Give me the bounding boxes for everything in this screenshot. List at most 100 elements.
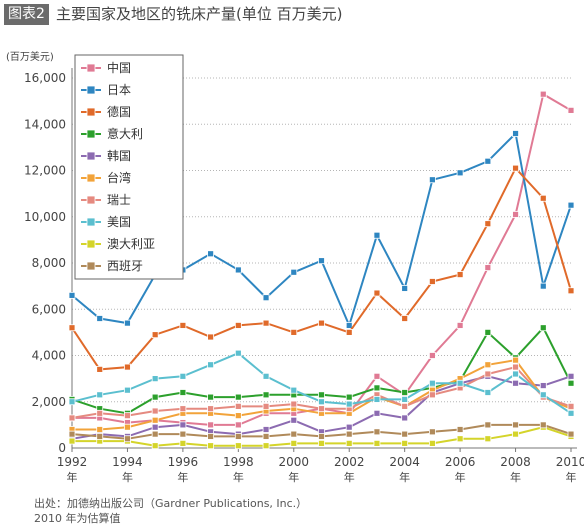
y-tick-label: 2,000	[32, 395, 66, 409]
data-point	[234, 322, 242, 329]
data-point	[262, 391, 270, 399]
x-tick-suffix: 年	[399, 470, 410, 484]
data-point	[151, 416, 159, 424]
data-point	[567, 201, 575, 209]
data-point	[318, 391, 325, 399]
data-point	[512, 356, 519, 364]
data-point	[179, 439, 187, 447]
data-point	[262, 294, 270, 302]
data-point	[401, 402, 409, 410]
data-point	[96, 426, 104, 433]
data-point	[484, 361, 492, 369]
legend-label: 意大利	[107, 126, 143, 141]
data-point	[428, 391, 436, 399]
data-point	[234, 349, 242, 357]
legend-label: 瑞士	[107, 193, 131, 207]
data-point	[567, 372, 575, 380]
legend-swatch-marker	[86, 129, 96, 139]
data-point	[484, 157, 492, 165]
data-point	[428, 379, 436, 387]
data-point	[345, 439, 353, 447]
data-point	[151, 375, 159, 383]
data-point	[96, 409, 104, 417]
data-point	[262, 402, 270, 410]
x-tick-suffix: 年	[177, 470, 188, 484]
data-point	[179, 322, 187, 329]
data-point	[567, 409, 575, 417]
data-point	[539, 324, 547, 332]
data-point	[401, 396, 409, 403]
data-point	[151, 331, 159, 339]
legend-label: 韩国	[107, 148, 131, 163]
data-point	[96, 391, 104, 399]
data-point	[151, 393, 159, 401]
data-point	[262, 319, 270, 327]
data-point	[484, 435, 492, 443]
data-point	[456, 379, 464, 387]
data-point	[567, 287, 575, 295]
data-point	[68, 414, 76, 422]
data-point	[401, 430, 409, 438]
y-tick-label: 8,000	[32, 256, 66, 270]
data-point	[345, 322, 353, 329]
data-point	[234, 421, 242, 429]
x-tick-label: 1992	[57, 455, 88, 469]
data-point	[512, 211, 519, 218]
data-point	[539, 90, 547, 98]
data-point	[124, 363, 131, 371]
data-point	[207, 250, 215, 258]
legend-label: 日本	[107, 83, 131, 97]
legend-swatch-marker	[86, 239, 96, 249]
data-point	[539, 391, 547, 399]
x-tick-suffix: 年	[510, 470, 521, 484]
data-point	[567, 430, 575, 438]
y-tick-label: 16,000	[24, 71, 66, 85]
data-point	[96, 365, 104, 373]
data-point	[373, 428, 381, 436]
data-point	[373, 384, 381, 392]
data-point	[96, 433, 104, 440]
data-point	[512, 379, 519, 387]
data-point	[345, 393, 353, 401]
data-point	[68, 437, 76, 445]
data-point	[151, 423, 159, 431]
x-tick-suffix: 年	[122, 470, 133, 484]
data-point	[318, 319, 325, 327]
data-point	[539, 421, 547, 429]
legend-label: 澳大利亚	[107, 237, 155, 251]
chart-header: 图表2 主要国家及地区的铣床产量(单位 百万美元)	[0, 0, 584, 32]
data-point	[539, 194, 547, 202]
data-point	[234, 412, 242, 420]
data-point	[262, 442, 270, 450]
legend-label: 德国	[107, 104, 131, 119]
data-point	[207, 333, 215, 341]
data-point	[539, 282, 547, 290]
data-point	[290, 386, 298, 394]
data-point	[373, 396, 381, 403]
data-point	[373, 231, 381, 239]
data-point	[318, 439, 325, 447]
data-point	[234, 402, 242, 410]
x-tick-label: 1998	[223, 455, 254, 469]
data-point	[207, 405, 215, 413]
data-point	[484, 264, 492, 272]
data-point	[484, 389, 492, 396]
source-note: 出处：加德纳出版公司（Gardner Publications, Inc.）	[34, 497, 308, 510]
x-tick-label: 2000	[279, 455, 310, 469]
y-tick-label: 6,000	[32, 302, 66, 316]
data-point	[373, 372, 381, 380]
data-point	[318, 257, 325, 265]
data-point	[179, 372, 187, 380]
data-point	[428, 176, 436, 184]
legend-label: 中国	[107, 60, 131, 75]
x-tick-suffix: 年	[233, 470, 244, 484]
data-point	[567, 106, 575, 114]
legend-label: 美国	[107, 215, 131, 229]
data-point	[428, 439, 436, 447]
data-point	[484, 220, 492, 228]
data-point	[567, 379, 575, 387]
data-point	[318, 398, 325, 406]
data-point	[484, 370, 492, 378]
estimate-note: 2010 年为估算值	[34, 512, 121, 525]
